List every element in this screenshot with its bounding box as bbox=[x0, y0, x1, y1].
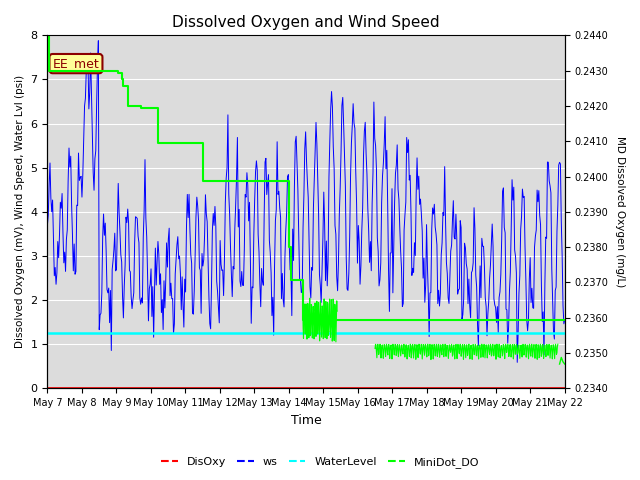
Y-axis label: Dissolved Oxygen (mV), Wind Speed, Water Lvl (psi): Dissolved Oxygen (mV), Wind Speed, Water… bbox=[15, 75, 25, 348]
Text: EE_met: EE_met bbox=[52, 57, 99, 70]
X-axis label: Time: Time bbox=[291, 414, 321, 427]
Legend: DisOxy, ws, WaterLevel, MiniDot_DO: DisOxy, ws, WaterLevel, MiniDot_DO bbox=[157, 452, 483, 472]
Title: Dissolved Oxygen and Wind Speed: Dissolved Oxygen and Wind Speed bbox=[172, 15, 440, 30]
Y-axis label: MD Dissolved Oxygen (mg/L): MD Dissolved Oxygen (mg/L) bbox=[615, 136, 625, 288]
